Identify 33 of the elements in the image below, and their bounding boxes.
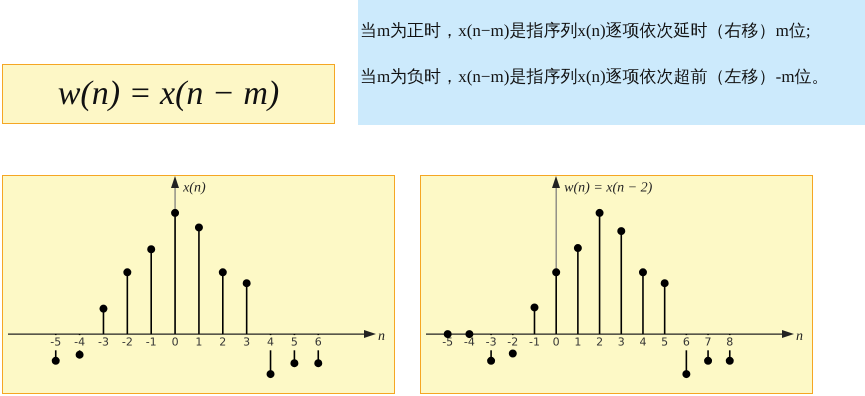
x-tick-label: -1 <box>529 336 540 349</box>
x-tick-label: -2 <box>507 336 518 349</box>
x-tick-label: 4 <box>267 336 274 349</box>
x-tick-label: 6 <box>314 336 322 349</box>
x-tick-label: 7 <box>704 336 712 349</box>
x-tick-label: -5 <box>50 336 62 349</box>
x-tick-label: -5 <box>442 336 454 349</box>
x-tick-label: 5 <box>661 336 668 349</box>
x-tick-label: 1 <box>195 336 202 349</box>
x-tick-label: 3 <box>618 336 625 349</box>
x-tick-label: 8 <box>726 336 734 349</box>
y-axis-title: w(n) = x(n − 2) <box>564 180 653 196</box>
text: 当m为正时，x(n−m)是指序列x(n)逐项依次延时（右移）m位; <box>360 20 812 42</box>
x-axis-title: n <box>796 328 803 344</box>
x-tick-label: -4 <box>74 336 86 349</box>
x-tick-label: -3 <box>486 336 497 349</box>
x-tick-label: 6 <box>682 336 690 349</box>
x-tick-label: 2 <box>219 336 226 349</box>
x-tick-label: 5 <box>290 336 298 349</box>
x-tick-label: 4 <box>639 336 646 349</box>
x-tick-label: 0 <box>552 336 560 349</box>
text: w(n) = x(n − m) <box>2 64 335 124</box>
x-tick-label: 0 <box>172 336 179 349</box>
x-tick-label: -3 <box>98 336 109 349</box>
x-tick-label: -2 <box>122 336 133 349</box>
x-tick-label: 2 <box>596 336 604 349</box>
y-axis-title: x(n) <box>182 180 206 196</box>
x-tick-label: 3 <box>243 336 250 349</box>
text: 当m为负时，x(n−m)是指序列x(n)逐项依次超前（左移）-m位。 <box>360 66 830 88</box>
x-tick-label: -4 <box>464 336 475 349</box>
x-tick-label: 1 <box>574 336 582 349</box>
x-tick-label: -1 <box>146 336 157 349</box>
x-axis-title: n <box>378 328 385 344</box>
